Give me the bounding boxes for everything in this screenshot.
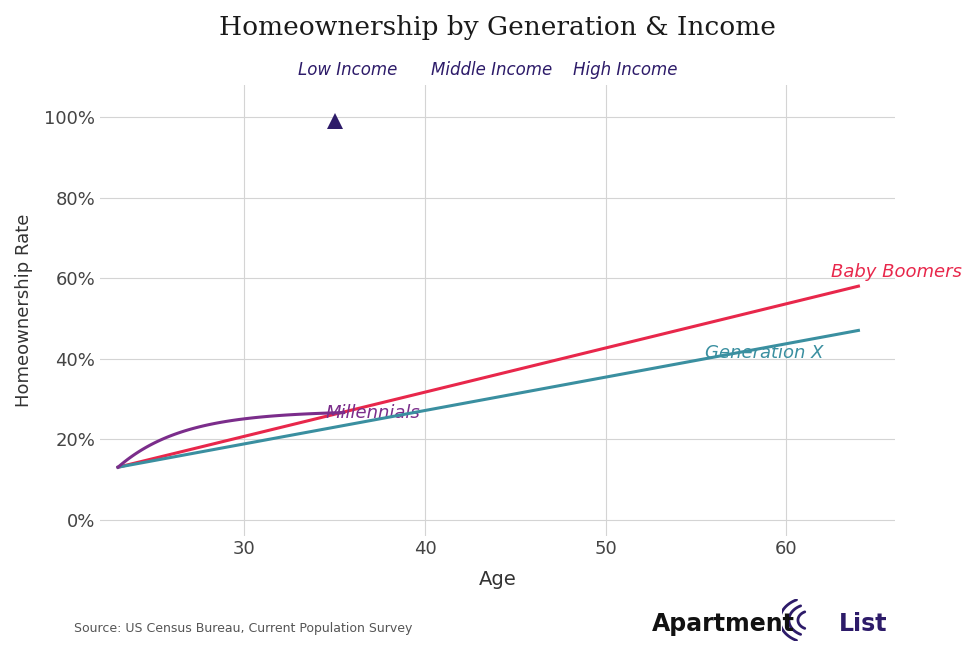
- Text: Generation X: Generation X: [705, 343, 823, 361]
- Text: Baby Boomers: Baby Boomers: [831, 263, 962, 281]
- Text: High Income: High Income: [573, 61, 677, 79]
- X-axis label: Age: Age: [478, 570, 516, 589]
- Text: Source: US Census Bureau, Current Population Survey: Source: US Census Bureau, Current Popula…: [74, 622, 412, 635]
- Text: Millennials: Millennials: [325, 404, 420, 422]
- Y-axis label: Homeownership Rate: Homeownership Rate: [15, 214, 33, 407]
- Text: Apartment: Apartment: [652, 612, 795, 636]
- Text: Middle Income: Middle Income: [431, 61, 553, 79]
- Text: Low Income: Low Income: [298, 61, 398, 79]
- Text: List: List: [839, 612, 887, 636]
- Title: Homeownership by Generation & Income: Homeownership by Generation & Income: [219, 15, 776, 40]
